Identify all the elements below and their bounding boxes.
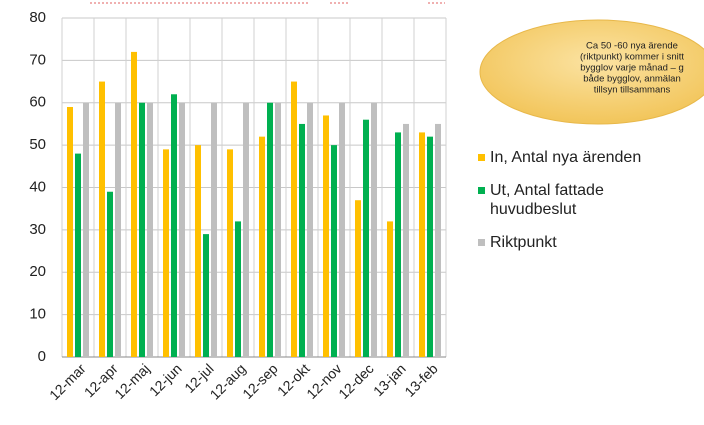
bar: [331, 145, 337, 357]
y-tick-label: 0: [38, 348, 46, 365]
bar: [195, 145, 201, 357]
annotation-text: tillsyn tillsammans: [594, 85, 671, 96]
bar: [403, 123, 409, 357]
bar: [267, 102, 273, 357]
bar: [227, 149, 233, 357]
legend-item: Ut, Antal fattade huvudbeslut: [478, 181, 678, 219]
annotation-text: Ca 50 -60 nya ärende: [586, 41, 678, 52]
bar: [419, 132, 425, 357]
bar: [75, 153, 81, 357]
annotation-bubble: [479, 19, 704, 125]
bar: [427, 136, 433, 357]
x-tick-label: 12-jun: [146, 360, 185, 399]
y-tick-label: 20: [29, 263, 46, 280]
y-tick-label: 70: [29, 51, 46, 68]
y-tick-label: 40: [29, 178, 46, 195]
bar: [131, 51, 137, 358]
bar: [99, 81, 105, 357]
x-tick-label: 12-maj: [111, 360, 153, 402]
bar: [275, 102, 281, 357]
bar: [259, 136, 265, 357]
x-tick-label: 12-sep: [239, 360, 281, 402]
bar: [371, 102, 377, 357]
bar: [147, 102, 153, 357]
bar: [387, 221, 393, 357]
x-tick-label: 13-jan: [370, 360, 409, 399]
bar: [395, 132, 401, 357]
y-tick-label: 10: [29, 306, 46, 323]
bar: [355, 200, 361, 357]
bar: [291, 81, 297, 357]
y-tick-label: 50: [29, 136, 46, 153]
bar: [435, 123, 441, 357]
bar: [179, 102, 185, 357]
y-tick-label: 60: [29, 94, 46, 111]
legend-label: In, Antal nya ärenden: [490, 149, 642, 166]
bar: [323, 115, 329, 358]
legend-swatch: [478, 154, 485, 161]
legend-label: Riktpunkt: [490, 234, 557, 251]
legend-swatch: [478, 187, 485, 194]
x-tick-label: 12-nov: [303, 360, 345, 402]
annotation-text: både bygglov, anmälan: [583, 74, 681, 85]
annotation-text: bygglov varje månad – g: [580, 63, 684, 74]
bar: [163, 149, 169, 357]
bar: [307, 102, 313, 357]
bar: [67, 106, 73, 357]
bar: [139, 102, 145, 357]
y-tick-label: 80: [29, 9, 46, 26]
legend-item: In, Antal nya ärenden: [478, 148, 678, 167]
legend-item: Riktpunkt: [478, 233, 678, 252]
bar: [203, 234, 209, 357]
bar: [299, 123, 305, 357]
bar: [243, 102, 249, 357]
x-tick-label: 12-dec: [335, 360, 377, 402]
bar: [339, 102, 345, 357]
annotation-text: (riktpunkt) kommer i snitt: [580, 52, 684, 63]
bar: [363, 119, 369, 357]
bar: [171, 94, 177, 358]
x-tick-label: 12-aug: [207, 360, 249, 402]
y-tick-label: 30: [29, 221, 46, 238]
bar: [211, 102, 217, 357]
bar: [235, 221, 241, 357]
x-tick-label: 13-feb: [401, 360, 441, 400]
bar: [107, 191, 113, 357]
bar: [115, 102, 121, 357]
legend-label: Ut, Antal fattade huvudbeslut: [490, 182, 604, 218]
x-tick-label: 12-mar: [46, 360, 89, 403]
legend: In, Antal nya ärenden Ut, Antal fattade h…: [478, 148, 678, 266]
bar: [83, 102, 89, 357]
legend-swatch: [478, 239, 485, 246]
